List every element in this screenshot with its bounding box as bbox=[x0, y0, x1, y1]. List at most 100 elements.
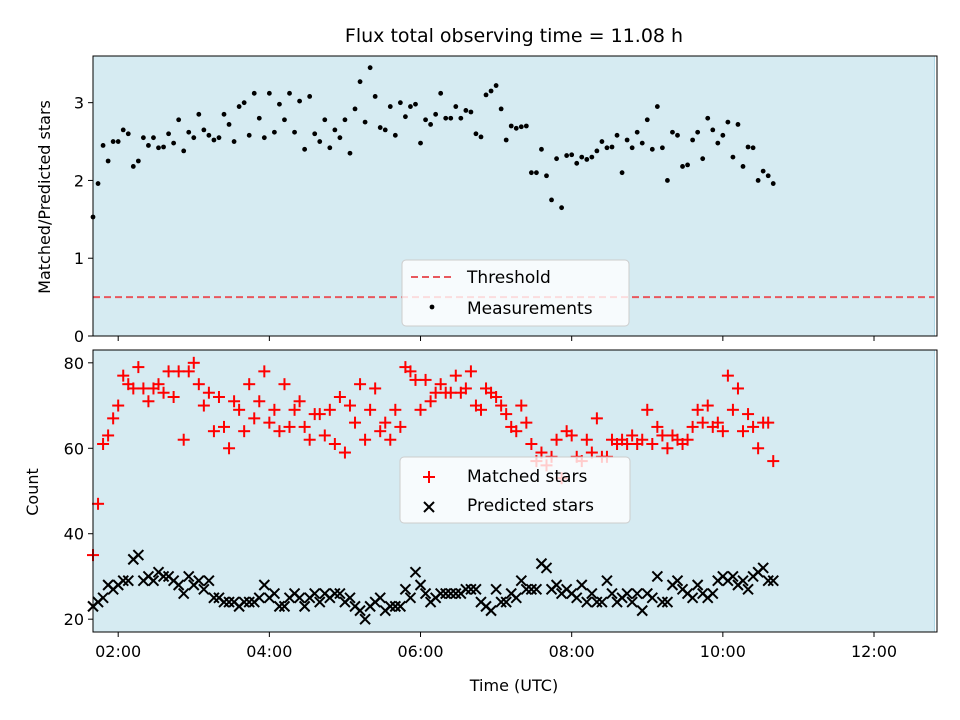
matched-stars-marker bbox=[434, 378, 447, 391]
matched-stars-marker bbox=[127, 382, 140, 395]
matched-stars-marker bbox=[243, 378, 256, 391]
measurement-point bbox=[644, 117, 650, 123]
predicted-stars-marker bbox=[329, 587, 341, 600]
predicted-stars-marker bbox=[707, 587, 719, 600]
measurement-point bbox=[256, 115, 262, 121]
predicted-stars-marker bbox=[646, 592, 659, 604]
predicted-stars-marker bbox=[490, 583, 502, 595]
predicted-stars-marker bbox=[686, 592, 699, 604]
matched-stars-marker bbox=[318, 429, 331, 442]
predicted-stars-marker bbox=[510, 592, 522, 604]
matched-stars-marker bbox=[177, 433, 190, 446]
measurement-point bbox=[433, 111, 439, 117]
matched-stars-series bbox=[87, 356, 780, 562]
measurement-point bbox=[362, 119, 368, 125]
ratio-x-axis-ticks bbox=[117, 336, 875, 341]
predicted-stars-marker bbox=[596, 596, 608, 608]
measurement-point bbox=[624, 137, 630, 143]
measurement-point bbox=[397, 100, 403, 106]
matched-stars-marker bbox=[102, 429, 115, 442]
y-tick-label: 80 bbox=[64, 354, 84, 373]
measurement-point bbox=[377, 125, 383, 130]
matched-stars-marker bbox=[419, 373, 432, 386]
matched-stars-marker bbox=[223, 442, 236, 455]
measurement-point bbox=[216, 135, 222, 141]
predicted-stars-marker bbox=[359, 613, 371, 625]
matched-stars-marker bbox=[157, 386, 170, 399]
measurement-point bbox=[539, 146, 544, 152]
measurement-point bbox=[518, 124, 524, 130]
predicted-stars-marker bbox=[258, 579, 271, 591]
measurement-point bbox=[690, 137, 696, 143]
measurement-point bbox=[287, 90, 292, 96]
matched-stars-marker bbox=[97, 438, 110, 450]
measurement-point bbox=[181, 148, 187, 154]
matched-stars-marker bbox=[651, 420, 664, 433]
predicted-stars-marker bbox=[530, 583, 543, 595]
matched-stars-marker bbox=[661, 442, 674, 455]
legend-box-bottom bbox=[399, 456, 631, 524]
matched-stars-marker bbox=[303, 433, 316, 446]
measurement-point bbox=[564, 153, 570, 158]
matched-stars-marker bbox=[409, 373, 422, 386]
measurement-point bbox=[241, 100, 247, 106]
legend-matched-swatch bbox=[423, 471, 435, 483]
measurement-point bbox=[735, 122, 741, 127]
predicted-stars-marker bbox=[309, 587, 321, 600]
measurement-point bbox=[730, 154, 736, 160]
predicted-stars-marker bbox=[157, 570, 170, 583]
predicted-stars-marker bbox=[389, 600, 402, 613]
measurement-point bbox=[634, 129, 640, 135]
measurement-point bbox=[649, 146, 655, 152]
predicted-stars-marker bbox=[757, 562, 769, 574]
y-tick-label: 60 bbox=[64, 439, 84, 458]
predicted-stars-marker bbox=[147, 575, 160, 587]
measurement-point bbox=[418, 140, 423, 146]
matched-stars-marker bbox=[212, 391, 225, 403]
measurement-point bbox=[453, 104, 459, 109]
predicted-stars-marker bbox=[540, 562, 553, 574]
matched-stars-marker bbox=[338, 446, 351, 459]
matched-stars-marker bbox=[515, 399, 528, 412]
matched-stars-marker bbox=[323, 403, 336, 416]
matched-stars-marker bbox=[646, 438, 659, 450]
matched-stars-marker bbox=[716, 425, 729, 438]
measurement-point bbox=[236, 104, 242, 109]
matched-stars-marker bbox=[626, 429, 639, 442]
measurement-point bbox=[271, 129, 277, 135]
predicted-stars-marker bbox=[762, 575, 774, 587]
measurement-point bbox=[95, 181, 101, 186]
measurement-point bbox=[579, 154, 585, 160]
matched-stars-marker bbox=[162, 365, 175, 378]
predicted-stars-marker bbox=[172, 579, 185, 591]
measurement-point bbox=[680, 164, 685, 169]
matched-stars-marker bbox=[737, 425, 750, 438]
predicted-stars-marker bbox=[238, 596, 250, 608]
matched-stars-marker bbox=[238, 425, 251, 438]
matched-stars-marker bbox=[636, 433, 649, 446]
predicted-stars-marker bbox=[394, 600, 407, 613]
measurement-point bbox=[574, 160, 580, 166]
measurement-point bbox=[201, 127, 207, 133]
predicted-stars-series bbox=[87, 549, 779, 625]
measurement-point bbox=[156, 145, 161, 151]
measurement-point bbox=[176, 117, 182, 123]
legend-threshold-label: Threshold bbox=[466, 268, 551, 288]
measurement-point bbox=[508, 123, 514, 129]
predicted-stars-marker bbox=[525, 583, 538, 595]
matched-stars-marker bbox=[621, 438, 634, 450]
count-y-axis-ticks: 20 40 60 80 bbox=[64, 354, 93, 629]
measurement-point bbox=[554, 156, 559, 162]
y-tick-label: 2 bbox=[74, 171, 84, 190]
predicted-stars-marker bbox=[465, 583, 477, 595]
measurement-point bbox=[705, 115, 711, 121]
measurement-point bbox=[105, 158, 111, 164]
matched-stars-marker bbox=[500, 408, 513, 421]
matched-stars-marker bbox=[359, 433, 372, 446]
measurement-point bbox=[382, 127, 388, 133]
matched-stars-marker bbox=[248, 412, 261, 425]
measurement-point bbox=[322, 117, 328, 123]
measurement-point bbox=[604, 145, 610, 151]
predicted-stars-marker bbox=[344, 592, 356, 604]
measurement-point bbox=[589, 154, 595, 160]
